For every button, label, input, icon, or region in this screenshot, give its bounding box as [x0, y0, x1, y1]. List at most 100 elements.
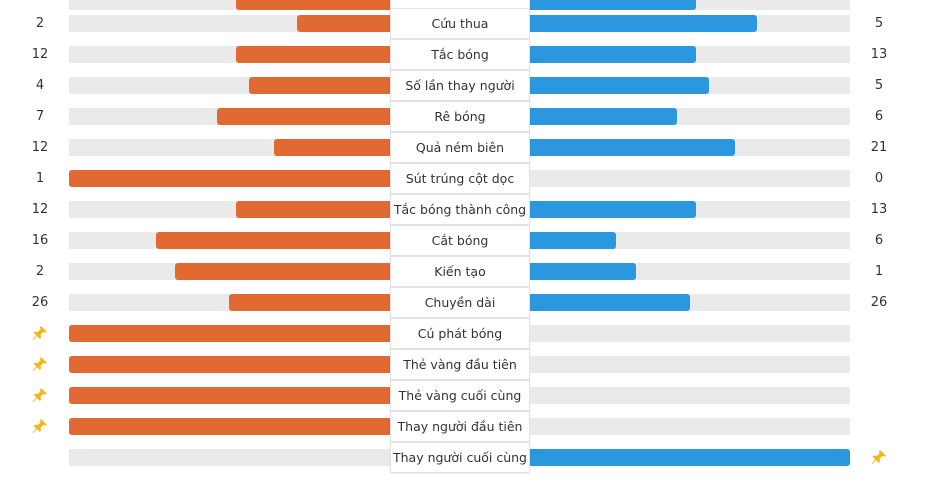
home-value: 2	[35, 264, 45, 279]
stat-label: Sút trúng cột dọc	[390, 163, 530, 194]
pin-icon	[870, 449, 887, 466]
home-bar	[175, 263, 390, 280]
pin-icon	[31, 387, 48, 404]
away-track	[530, 356, 850, 373]
home-track	[69, 387, 390, 404]
away-bar	[530, 449, 850, 466]
stat-label: Tắc bóng	[390, 39, 530, 70]
home-track	[69, 108, 390, 125]
stat-row: 26 Chuyền dài 26	[0, 287, 925, 318]
home-value: 12	[31, 202, 49, 217]
away-bar	[530, 15, 757, 32]
away-track	[530, 46, 850, 63]
away-value: 6	[874, 233, 884, 248]
away-track	[530, 139, 850, 156]
away-track	[530, 325, 850, 342]
away-track	[530, 77, 850, 94]
home-value: 7	[35, 109, 45, 124]
away-bar	[530, 46, 696, 63]
home-bar	[236, 0, 390, 10]
home-track	[69, 449, 390, 466]
away-value: 21	[870, 140, 888, 155]
away-bar	[530, 108, 677, 125]
away-track	[530, 0, 850, 10]
home-bar	[156, 232, 390, 249]
away-bar	[530, 232, 616, 249]
stat-row: 12 Tắc bóng thành công 13	[0, 194, 925, 225]
away-value: 5	[874, 78, 884, 93]
stat-row: 4 Số lần thay người 5	[0, 70, 925, 101]
home-value: 2	[35, 16, 45, 31]
away-track	[530, 263, 850, 280]
away-track	[530, 387, 850, 404]
away-bar	[530, 139, 735, 156]
away-bar	[530, 201, 696, 218]
away-value: 5	[874, 16, 884, 31]
stat-label: Kiến tạo	[390, 256, 530, 287]
home-bar	[69, 170, 390, 187]
stat-label: Thay người đầu tiên	[390, 411, 530, 442]
pin-icon	[31, 325, 48, 342]
home-track	[69, 294, 390, 311]
away-track	[530, 108, 850, 125]
stat-label: Thẻ vàng cuối cùng	[390, 380, 530, 411]
home-track	[69, 15, 390, 32]
stat-label: Cứu thua	[390, 8, 530, 39]
stat-row: 2 Cứu thua 5	[0, 8, 925, 39]
stat-row: Thay người đầu tiên	[0, 411, 925, 442]
stat-row: Cú phát bóng	[0, 318, 925, 349]
stat-label: Thẻ vàng đầu tiên	[390, 349, 530, 380]
home-bar	[69, 356, 390, 373]
home-bar	[69, 325, 390, 342]
home-bar	[229, 294, 390, 311]
home-value: 4	[35, 78, 45, 93]
away-track	[530, 294, 850, 311]
home-track	[69, 46, 390, 63]
home-value: 12	[31, 140, 49, 155]
home-track	[69, 201, 390, 218]
home-track	[69, 232, 390, 249]
home-value: 16	[31, 233, 49, 248]
away-bar	[530, 263, 636, 280]
stat-label: Thay người cuối cùng	[390, 442, 530, 473]
stat-label: Rê bóng	[390, 101, 530, 132]
stat-label: Chuyền dài	[390, 287, 530, 318]
home-bar	[297, 15, 390, 32]
away-value: 1	[874, 264, 884, 279]
stat-label: Quả ném biên	[390, 132, 530, 163]
away-value: 13	[870, 202, 888, 217]
pin-icon	[31, 418, 48, 435]
away-track	[530, 201, 850, 218]
away-bar	[530, 294, 690, 311]
home-track	[69, 263, 390, 280]
home-track	[69, 0, 390, 10]
home-bar	[69, 418, 390, 435]
home-track	[69, 139, 390, 156]
stat-row: Thẻ vàng cuối cùng	[0, 380, 925, 411]
home-track	[69, 170, 390, 187]
away-track	[530, 232, 850, 249]
home-bar	[249, 77, 390, 94]
home-track	[69, 418, 390, 435]
home-track	[69, 77, 390, 94]
away-value: 13	[870, 47, 888, 62]
away-track	[530, 418, 850, 435]
home-value: 12	[31, 47, 49, 62]
stat-label: Cú phát bóng	[390, 318, 530, 349]
stat-row: Thay người cuối cùng	[0, 442, 925, 473]
home-bar	[236, 46, 390, 63]
stat-label: Tắc bóng thành công	[390, 194, 530, 225]
away-track	[530, 170, 850, 187]
home-track	[69, 325, 390, 342]
stat-row: 12 Quả ném biên 21	[0, 132, 925, 163]
away-value: 26	[870, 295, 888, 310]
home-bar	[236, 201, 390, 218]
home-track	[69, 356, 390, 373]
away-bar	[530, 77, 709, 94]
home-value: 26	[31, 295, 49, 310]
away-value: 0	[874, 171, 884, 186]
home-bar	[69, 387, 390, 404]
away-track	[530, 15, 850, 32]
stat-row: 2 Kiến tạo 1	[0, 256, 925, 287]
